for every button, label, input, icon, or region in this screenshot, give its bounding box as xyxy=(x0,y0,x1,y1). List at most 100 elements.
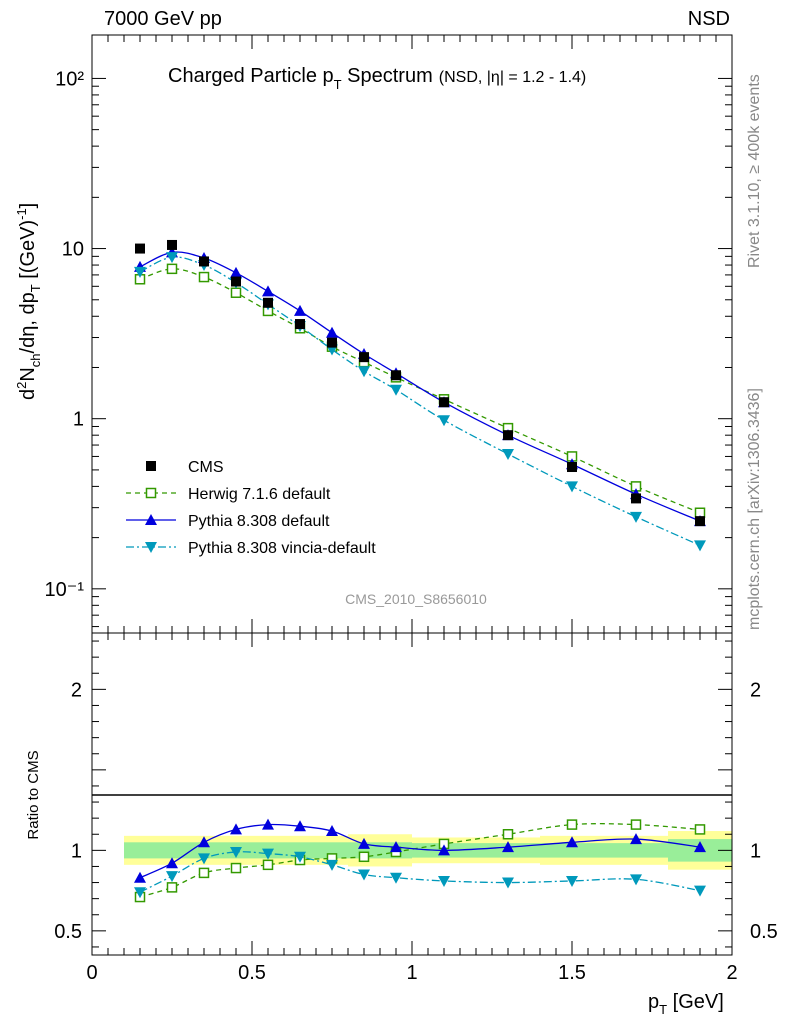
legend-marker-1 xyxy=(145,487,157,499)
stat-band-12 xyxy=(604,843,668,858)
top-point-pythia-8-308-vincia-default-13 xyxy=(694,540,706,552)
ratio-point-pythia-8-308-default-3 xyxy=(230,823,242,835)
top-point-pythia-8-308-default-5 xyxy=(294,304,306,316)
top-point-pythia-8-308-vincia-default-1 xyxy=(166,252,178,264)
top-title: Charged Particle pT Spectrum (NSD, |η| = … xyxy=(168,65,586,92)
top-series-pythia-8-308-vincia-default xyxy=(134,252,706,552)
title-sub: T xyxy=(334,77,342,92)
top-point-pythia-8-308-vincia-default-7 xyxy=(358,366,370,378)
ratio-y-tick-label-left-2: 2 xyxy=(71,679,82,701)
ratio-point-pythia-8-308-default-0 xyxy=(134,871,146,883)
top-point-cms-5 xyxy=(295,319,305,330)
legend-marker-2 xyxy=(145,514,157,525)
x-tick-label-1: 0.5 xyxy=(238,962,266,984)
top-point-pythia-8-308-vincia-default-12 xyxy=(630,511,642,523)
top-point-pythia-8-308-vincia-default-10 xyxy=(502,449,514,461)
legend-label-3: Pythia 8.308 vincia-default xyxy=(188,540,376,557)
ratio-y-tick-label-right-1: 1 xyxy=(750,840,761,862)
ratio-point-pythia-8-308-vincia-default-10 xyxy=(502,877,514,889)
ratio-point-pythia-8-308-default-10 xyxy=(502,841,514,853)
ratio-point-pythia-8-308-vincia-default-11 xyxy=(566,875,578,887)
top-point-cms-10 xyxy=(503,430,513,441)
top-point-pythia-8-308-default-6 xyxy=(326,326,338,338)
top-point-cms-11 xyxy=(567,462,577,473)
ratio-point-herwig-7-1-6-default-12 xyxy=(630,819,642,830)
ratio-point-pythia-8-308-vincia-default-3 xyxy=(230,846,242,858)
bottom-frame xyxy=(91,632,733,956)
top-point-cms-4 xyxy=(263,297,273,308)
watermark: CMS_2010_S8656010 xyxy=(345,591,487,607)
svg-text:Charged Particle pT Spectrum(N: Charged Particle pT Spectrum (NSD, |η| = … xyxy=(168,65,586,92)
x-tick-label-2: 1 xyxy=(406,962,417,984)
top-series-pythia-8-308-default xyxy=(134,246,706,527)
top-point-cms-9 xyxy=(439,397,449,408)
title-main2: Spectrum xyxy=(342,65,433,87)
top-line-herwig-7-1-6-default xyxy=(139,268,701,514)
top-line-pythia-8-308-default xyxy=(139,251,701,522)
ratio-point-pythia-8-308-vincia-default-7 xyxy=(358,869,370,881)
ratio-point-pythia-8-308-default-12 xyxy=(630,833,642,845)
top-point-pythia-8-308-default-3 xyxy=(230,266,242,278)
top-point-pythia-8-308-vincia-default-0 xyxy=(134,266,146,278)
top-y-tick-label-0: 10⁻¹ xyxy=(45,579,85,601)
ratio-point-pythia-8-308-vincia-default-8 xyxy=(390,872,402,884)
ratio-point-pythia-8-308-vincia-default-13 xyxy=(694,885,706,897)
top-point-cms-1 xyxy=(167,239,177,250)
stat-band-5 xyxy=(284,842,316,859)
top-point-cms-13 xyxy=(695,516,705,527)
ratio-series-pythia-8-308-default xyxy=(134,818,706,883)
x-tick-label-0: 0 xyxy=(86,962,97,984)
ratio-point-pythia-8-308-default-11 xyxy=(566,836,578,848)
top-point-herwig-7-1-6-default-2 xyxy=(198,271,210,283)
x-axis-label: pT [GeV] xyxy=(648,991,724,1017)
top-point-pythia-8-308-default-4 xyxy=(262,285,274,297)
ratio-point-herwig-7-1-6-default-3 xyxy=(230,862,242,874)
x-tick-label-4: 2 xyxy=(726,962,737,984)
top-point-pythia-8-308-vincia-default-9 xyxy=(438,415,450,427)
top-y-axis-label: d2Nch/dη, dpT [(GeV)-1] xyxy=(14,203,43,400)
bottom-y-axis-label: Ratio to CMS xyxy=(25,750,42,839)
ratio-point-pythia-8-308-vincia-default-12 xyxy=(630,874,642,886)
ratio-point-herwig-7-1-6-default-10 xyxy=(502,829,514,840)
svg-text:pT [GeV]: pT [GeV] xyxy=(648,991,724,1017)
ratio-y-tick-label-left-1: 1 xyxy=(71,840,82,862)
top-point-cms-8 xyxy=(391,370,401,381)
title-small: (NSD, |η| = 1.2 - 1.4) xyxy=(439,69,586,86)
legend-label-1: Herwig 7.1.6 default xyxy=(188,486,331,503)
ratio-series-pythia-8-308-vincia-default xyxy=(134,846,706,899)
ratio-point-pythia-8-308-default-2 xyxy=(198,836,210,848)
legend-label-0: CMS xyxy=(188,459,224,476)
top-point-pythia-8-308-vincia-default-11 xyxy=(566,481,578,493)
ratio-point-pythia-8-308-default-5 xyxy=(294,820,306,832)
top-point-cms-7 xyxy=(359,352,369,363)
ratio-point-pythia-8-308-vincia-default-5 xyxy=(294,851,306,863)
top-point-cms-6 xyxy=(327,337,337,348)
top-point-pythia-8-308-vincia-default-8 xyxy=(390,384,402,396)
ratio-point-pythia-8-308-default-6 xyxy=(326,825,338,837)
ratio-point-pythia-8-308-default-7 xyxy=(358,837,370,849)
stat-band-1 xyxy=(156,842,188,859)
stat-band-6 xyxy=(316,842,348,859)
top-y-tick-label-3: 10² xyxy=(55,68,84,90)
ratio-line-herwig-7-1-6-default xyxy=(139,823,701,898)
ratio-point-herwig-7-1-6-default-2 xyxy=(198,867,210,879)
top-point-cms-12 xyxy=(631,493,641,504)
ratio-point-pythia-8-308-default-9 xyxy=(438,844,450,856)
legend-marker-0 xyxy=(146,461,156,471)
ratio-point-herwig-7-1-6-default-4 xyxy=(262,859,274,871)
top-point-cms-0 xyxy=(135,243,145,254)
top-point-herwig-7-1-6-default-3 xyxy=(230,287,242,298)
legend-label-2: Pythia 8.308 default xyxy=(188,513,330,530)
top-y-tick-label-1: 1 xyxy=(73,409,84,431)
top-point-cms-3 xyxy=(231,276,241,287)
ratio-y-tick-label-right-0: 0.5 xyxy=(750,921,778,943)
legend-marker-3 xyxy=(145,542,157,553)
ratio-point-pythia-8-308-vincia-default-1 xyxy=(166,871,178,883)
ratio-point-pythia-8-308-default-1 xyxy=(166,857,178,869)
ratio-point-pythia-8-308-default-4 xyxy=(262,818,274,830)
top-series-cms xyxy=(135,239,705,527)
stat-band-7 xyxy=(348,842,380,859)
stat-band-11 xyxy=(540,843,604,858)
ratio-y-tick-label-left-0: 0.5 xyxy=(54,921,82,943)
